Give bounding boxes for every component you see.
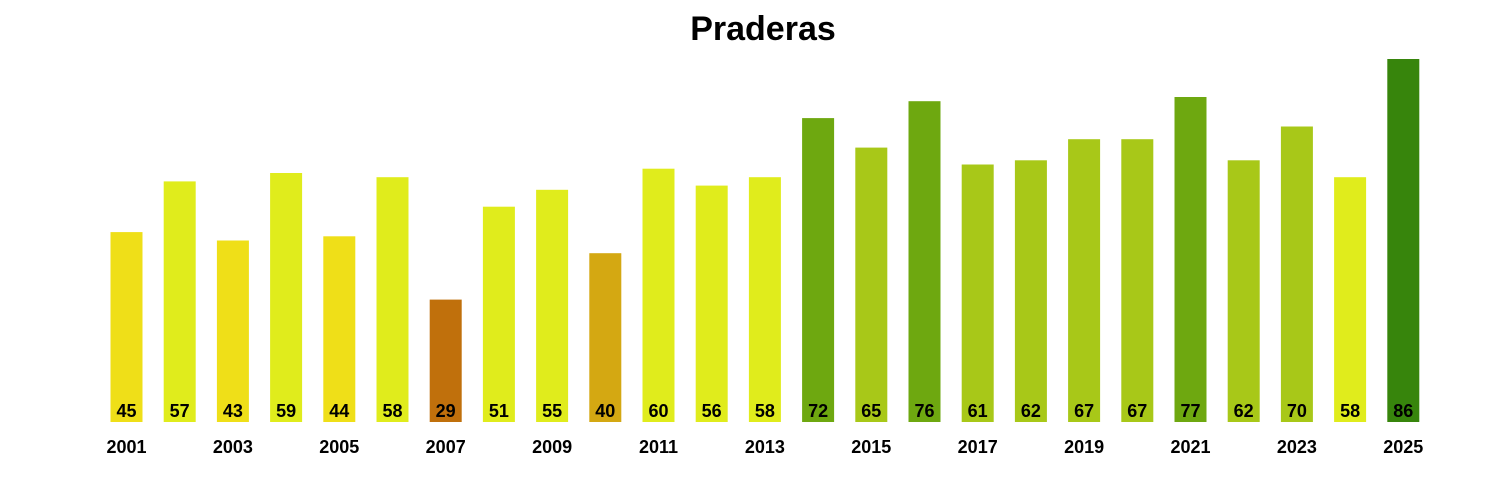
bar-2008 xyxy=(482,206,515,422)
value-label-2023: 70 xyxy=(1287,401,1307,421)
bar-2023 xyxy=(1280,126,1313,422)
bar-2012 xyxy=(695,185,728,422)
value-label-2013: 58 xyxy=(755,401,775,421)
bar-2022 xyxy=(1227,160,1260,423)
x-tick-2015: 2015 xyxy=(851,437,891,457)
bar-2014 xyxy=(802,118,835,422)
value-label-2009: 55 xyxy=(542,401,562,421)
x-tick-2017: 2017 xyxy=(958,437,998,457)
value-label-2006: 58 xyxy=(382,401,402,421)
value-label-2024: 58 xyxy=(1340,401,1360,421)
bar-2025 xyxy=(1387,59,1420,422)
bar-2009 xyxy=(536,189,569,422)
value-label-2010: 40 xyxy=(595,401,615,421)
x-tick-2025: 2025 xyxy=(1383,437,1423,457)
bar-2003 xyxy=(216,240,249,422)
bar-2004 xyxy=(270,173,303,422)
value-labels-layer: 45 57 43 59 44 58 29 51 55 40 60 56 58 72 65 76 61 62 67 67… xyxy=(116,401,1413,421)
chart-title: Praderas xyxy=(690,10,836,48)
value-label-2007: 29 xyxy=(436,401,456,421)
bar-2001 xyxy=(110,232,143,422)
value-label-2012: 56 xyxy=(702,401,722,421)
x-tick-2001: 2001 xyxy=(106,437,146,457)
value-label-2002: 57 xyxy=(170,401,190,421)
x-tick-labels-layer: 2001 2003 2005 2007 2009 2011 2013 2015 2017 2019… xyxy=(106,437,1423,457)
bar-2017 xyxy=(961,164,994,422)
value-label-2020: 67 xyxy=(1127,401,1147,421)
value-label-2014: 72 xyxy=(808,401,828,421)
value-label-2008: 51 xyxy=(489,401,509,421)
bar-2018 xyxy=(1014,160,1047,423)
value-label-2011: 60 xyxy=(648,401,668,421)
bar-2020 xyxy=(1121,139,1154,422)
value-label-2001: 45 xyxy=(116,401,136,421)
bar-2002 xyxy=(163,181,196,422)
x-tick-2023: 2023 xyxy=(1277,437,1317,457)
value-label-2017: 61 xyxy=(968,401,988,421)
value-label-2004: 59 xyxy=(276,401,296,421)
x-tick-2007: 2007 xyxy=(426,437,466,457)
x-tick-2021: 2021 xyxy=(1170,437,1210,457)
bar-2007 xyxy=(429,299,462,422)
x-tick-2005: 2005 xyxy=(319,437,359,457)
bar-2021 xyxy=(1174,97,1207,422)
x-tick-2009: 2009 xyxy=(532,437,572,457)
value-label-2019: 67 xyxy=(1074,401,1094,421)
value-label-2003: 43 xyxy=(223,401,243,421)
bar-2019 xyxy=(1068,139,1101,422)
bar-2016 xyxy=(908,101,941,422)
bar-2011 xyxy=(642,168,675,422)
bar-2006 xyxy=(376,177,409,422)
value-label-2025: 86 xyxy=(1393,401,1413,421)
value-label-2021: 77 xyxy=(1180,401,1200,421)
bar-2010 xyxy=(589,253,622,422)
value-label-2022: 62 xyxy=(1234,401,1254,421)
value-label-2018: 62 xyxy=(1021,401,1041,421)
x-tick-2003: 2003 xyxy=(213,437,253,457)
bars-layer xyxy=(110,59,1420,423)
value-label-2016: 76 xyxy=(914,401,934,421)
x-tick-2019: 2019 xyxy=(1064,437,1104,457)
value-label-2015: 65 xyxy=(861,401,881,421)
bar-2015 xyxy=(855,147,888,422)
value-label-2005: 44 xyxy=(329,401,349,421)
bar-2013 xyxy=(748,177,781,422)
x-tick-2013: 2013 xyxy=(745,437,785,457)
x-tick-2011: 2011 xyxy=(639,437,678,457)
bar-2024 xyxy=(1334,177,1367,422)
bar-2005 xyxy=(323,236,356,422)
